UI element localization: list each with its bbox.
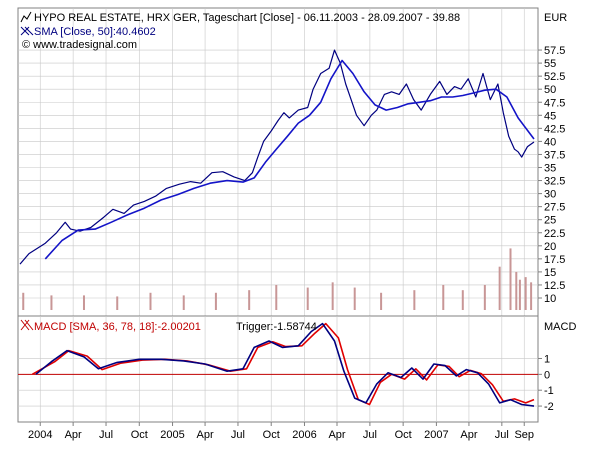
- price-ytick-label: 40: [544, 136, 556, 148]
- x-tick-label: Jul: [99, 429, 113, 441]
- macd-legend-icon: [20, 319, 34, 331]
- price-grid: [18, 8, 538, 316]
- x-tick-label: Oct: [395, 429, 412, 441]
- volume-bar: [82, 295, 85, 310]
- price-ytick-label: 52.5: [544, 71, 565, 83]
- price-ytick-label: 10: [544, 293, 556, 305]
- volume-bar: [214, 292, 217, 310]
- sma-line: [44, 59, 535, 260]
- sma-legend-icon: [20, 26, 34, 36]
- price-ytick-label: 47.5: [544, 97, 565, 109]
- x-tick-label: 2007: [424, 429, 448, 441]
- volume-bar: [483, 284, 486, 310]
- x-tick-label: Apr: [65, 429, 82, 441]
- macd-legend: MACD [SMA, 36, 78, 18]:-2.00201: [34, 321, 201, 333]
- volume-bar: [518, 279, 521, 310]
- sma-legend: SMA [Close, 50]:40.4602: [34, 26, 156, 38]
- price-ytick-label: 55: [544, 58, 556, 70]
- price-line: [19, 49, 535, 265]
- x-tick-label: 2006: [292, 429, 316, 441]
- price-ytick-label: 37.5: [544, 149, 565, 161]
- price-ytick-label: 57.5: [544, 45, 565, 57]
- volume-bar: [353, 287, 356, 310]
- volume-bar: [275, 284, 278, 310]
- price-ytick-label: 30: [544, 189, 556, 201]
- volume-bar: [306, 287, 309, 310]
- price-ytick-label: 20: [544, 241, 556, 253]
- volume-bar: [413, 290, 416, 310]
- price-ytick-label: 35: [544, 163, 556, 175]
- x-tick-label: 2005: [160, 429, 184, 441]
- macd-ytick-label: -1: [544, 385, 554, 397]
- price-ytick-label: 17.5: [544, 254, 565, 266]
- x-tick-label: Jul: [231, 429, 245, 441]
- price-ytick-label: 22.5: [544, 228, 565, 240]
- volume-bar: [515, 271, 518, 310]
- x-tick-label: Apr: [197, 429, 214, 441]
- price-ytick-label: 25: [544, 215, 556, 227]
- x-tick-label: Jul: [495, 429, 509, 441]
- volume-bar: [524, 277, 527, 310]
- macd-axis-title: MACD: [544, 321, 576, 333]
- price-ytick-label: 42.5: [544, 123, 565, 135]
- volume-bar: [248, 290, 251, 310]
- sma-legend-group: SMA [Close, 50]:40.4602: [20, 26, 156, 38]
- volume-bar: [149, 292, 152, 310]
- chart-title: HYPO REAL ESTATE, HRX GER, Tageschart [C…: [34, 12, 460, 24]
- price-ytick-label: 15: [544, 267, 556, 279]
- macd-ytick-label: -2: [544, 401, 554, 413]
- price-series: [19, 49, 535, 265]
- volume-bar: [182, 295, 185, 310]
- volume-bar: [380, 292, 383, 310]
- price-ytick-label: 32.5: [544, 176, 565, 188]
- x-tick-label: Sep: [514, 429, 534, 441]
- volume-bar: [530, 282, 533, 310]
- macd-legend-group: MACD [SMA, 36, 78, 18]:-2.00201 Trigger:…: [20, 319, 317, 333]
- price-pane-frame: [17, 7, 539, 317]
- macd-grid: [18, 316, 538, 422]
- macd-ytick-label: 0: [544, 369, 550, 381]
- macd-ytick-label: 1: [544, 353, 550, 365]
- x-tick-label: Apr: [460, 429, 477, 441]
- macd-pane: -2 -1 0 1 MACD [SMA, 36, 78, 18]:-2.00201 T…: [17, 315, 576, 423]
- line-chart-icon: [20, 11, 32, 23]
- x-tick-label: Apr: [328, 429, 345, 441]
- volume-bars: [22, 248, 533, 310]
- volume-bar: [116, 296, 119, 310]
- price-ytick-label: 45: [544, 110, 556, 122]
- x-tick-label: Oct: [263, 429, 280, 441]
- price-ytick-label: 27.5: [544, 202, 565, 214]
- trigger-legend: Trigger:-1.58744: [236, 321, 317, 333]
- macd-series: [31, 322, 535, 407]
- copyright: © www.tradesignal.com: [22, 39, 137, 51]
- x-axis: 2004 Apr Jul Oct 2005 Apr Jul Oct 2006 Apr Jul Oct 2…: [28, 422, 534, 441]
- volume-bar: [331, 282, 334, 310]
- x-tick-label: 2004: [28, 429, 52, 441]
- volume-bar: [461, 290, 464, 310]
- volume-bar: [442, 284, 445, 310]
- volume-bar: [50, 295, 53, 310]
- volume-bar: [498, 266, 501, 310]
- price-ytick-label: 12.5: [544, 280, 565, 292]
- x-tick-label: Jul: [363, 429, 377, 441]
- x-tick-label: Oct: [131, 429, 148, 441]
- chart-title-group: HYPO REAL ESTATE, HRX GER, Tageschart [C…: [20, 11, 460, 24]
- macd-y-axis: -2 -1 0 1: [538, 353, 554, 413]
- volume-bar: [509, 248, 512, 310]
- currency-label: EUR: [544, 12, 567, 24]
- macd-line: [35, 322, 535, 407]
- price-ytick-label: 50: [544, 84, 556, 96]
- volume-bar: [22, 292, 25, 310]
